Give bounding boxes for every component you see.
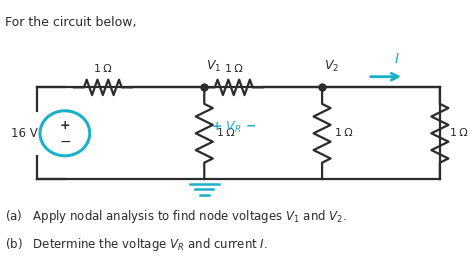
Text: 1 Ω: 1 Ω [94, 64, 112, 74]
Text: $I$: $I$ [394, 52, 400, 66]
Text: 1 Ω: 1 Ω [450, 128, 467, 138]
Text: + $V_R$ −: + $V_R$ − [211, 120, 256, 135]
Text: $V_2$: $V_2$ [324, 59, 339, 74]
Text: $V_1$: $V_1$ [206, 59, 221, 74]
Text: 1 Ω: 1 Ω [218, 128, 235, 138]
Text: (a)   Apply nodal analysis to find node voltages $V_1$ and $V_2$.: (a) Apply nodal analysis to find node vo… [5, 208, 346, 225]
Text: 1 Ω: 1 Ω [225, 64, 243, 74]
Text: 16 V: 16 V [11, 127, 37, 140]
Text: +: + [60, 118, 70, 132]
Text: (b)   Determine the voltage $V_R$ and current $I$.: (b) Determine the voltage $V_R$ and curr… [5, 236, 267, 253]
Text: −: − [59, 135, 71, 149]
Text: 1 Ω: 1 Ω [335, 128, 353, 138]
Text: For the circuit below,: For the circuit below, [5, 16, 136, 29]
